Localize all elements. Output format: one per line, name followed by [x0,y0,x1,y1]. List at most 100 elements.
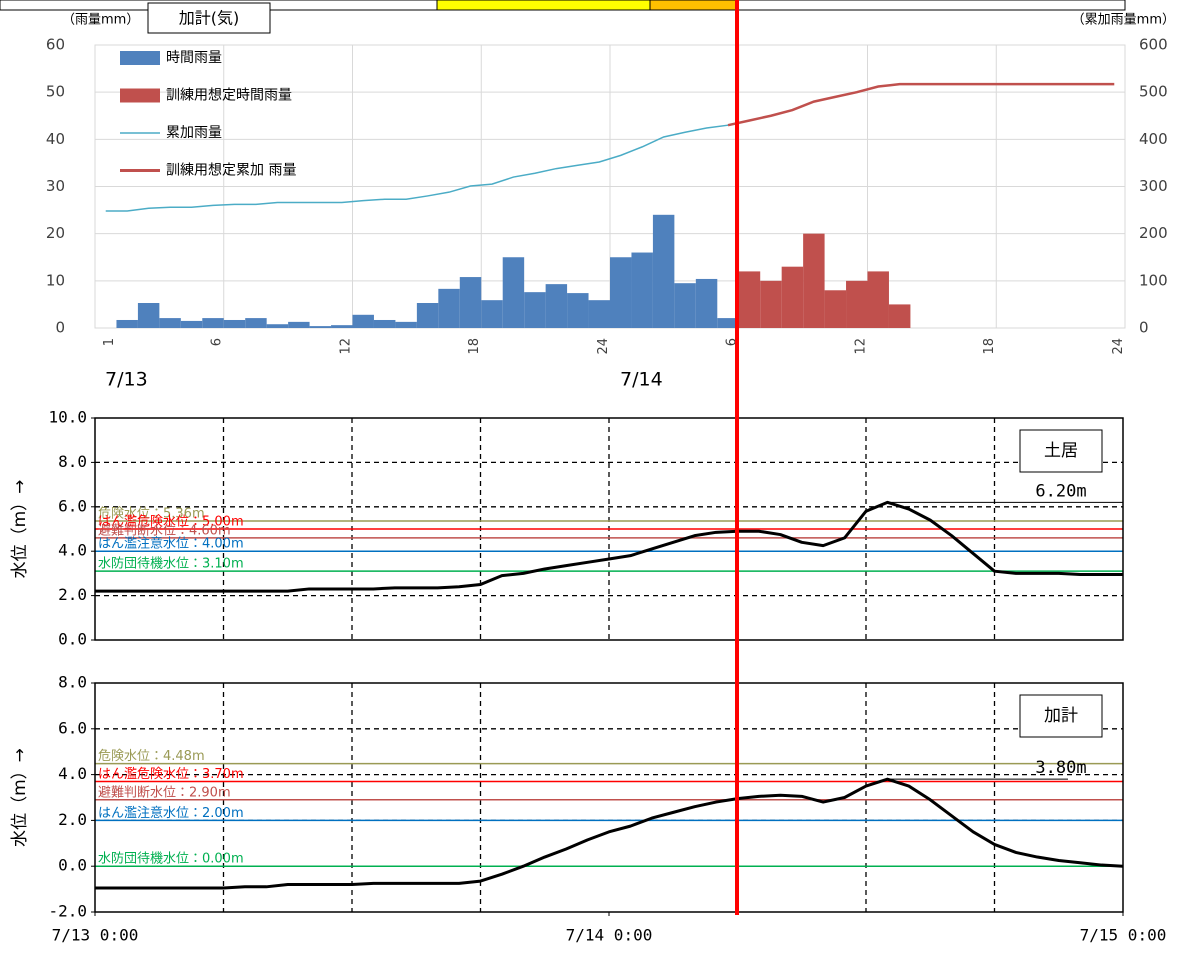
y-tick-label: 8.0 [58,673,87,692]
threshold-label: 危険水位：5.36m [98,507,205,522]
x-tick-label: 18 [467,338,482,355]
threshold-label: はん濫注意水位：4.00m [98,536,244,552]
legend-label: 訓練用想定累加 雨量 [166,163,296,179]
x-tick-label: 24 [1111,338,1126,355]
legend-label: 累加雨量 [166,125,222,141]
threshold-label: はん濫危険水位：3.70m [98,766,244,782]
bar [610,257,632,328]
y2-tick-label: 100 [1139,271,1168,289]
x-tick-label: 18 [982,338,997,355]
bar [137,303,160,328]
legend-label: 時間雨量 [166,50,222,66]
y-tick-label: 2.0 [58,810,87,829]
threshold-label: 避難判断水位：2.90m [98,785,231,800]
y-tick-label: 60 [46,36,65,54]
bar [781,266,804,328]
bar [524,292,546,328]
y2-tick-label: 500 [1139,83,1168,101]
threshold-label: 危険水位：4.48m [98,749,205,764]
y2-tick-label: 200 [1139,224,1168,242]
date-label: 7/13 [105,369,148,391]
y-axis-title: （雨量mm） [62,13,139,28]
bar [288,321,310,328]
legend-swatch [120,51,160,65]
bar [824,290,847,328]
y-tick-label: 10.0 [48,408,87,427]
bar [373,319,396,328]
title-box [147,2,271,34]
bar [180,320,203,328]
y-tick-label: 4.0 [58,541,87,560]
bar [416,303,439,328]
bar [395,321,417,328]
bar [867,271,889,328]
y-axis-title: 水位（m）→ [10,748,30,847]
bar [331,325,353,328]
y-tick-label: 30 [46,177,65,195]
y-tick-label: 10 [46,271,65,289]
bar [695,278,718,328]
x-tick-label: 7/15 0:00 [1080,926,1167,945]
x-tick-label: 7/14 0:00 [566,926,653,945]
threshold-label: はん濫危険水位：5.00m [98,514,244,530]
x-tick-label: 12 [338,338,353,355]
y-tick-label: 0.0 [58,856,87,875]
bar [588,300,610,328]
y-tick-label: 8.0 [58,452,87,471]
bar [159,318,181,328]
peak-label: 3.80m [1035,758,1086,778]
bar [481,300,503,328]
y2-tick-label: 600 [1139,36,1168,54]
bar [352,314,374,328]
x-tick-label: 6 [725,338,740,346]
threshold-label: 水防団待機水位：3.10m [98,556,244,572]
bar [245,318,267,328]
bar [846,280,868,328]
line [727,82,1115,127]
x-tick-label: 12 [853,338,868,355]
bar [202,318,224,328]
y2-axis-title: （累加雨量mm） [1072,13,1175,28]
bar [652,214,675,328]
bar [888,304,911,328]
x-tick-label: 1 [102,338,117,346]
y2-tick-label: 400 [1139,130,1168,148]
x-tick-label: 24 [596,338,611,355]
chart-title: 加計(気) [179,9,240,28]
legend-label: 訓練用想定時間雨量 [166,88,292,104]
bar [738,271,761,328]
bar [545,284,568,328]
strip-cell [649,0,739,11]
station-box [1019,694,1103,738]
water-level-line [95,500,1123,593]
x-tick-label: 6 [210,338,225,346]
y-tick-label: 4.0 [58,764,87,783]
plot-frame [94,682,1124,913]
y-tick-label: 0.0 [58,630,87,649]
y-tick-label: 20 [46,224,65,242]
y2-tick-label: 0 [1139,319,1149,337]
water-level-line [95,777,1124,890]
y-tick-label: 50 [46,83,65,101]
legend-swatch [120,88,160,103]
x-tick-label: 7/13 0:00 [52,926,139,945]
station-label: 加計 [1044,706,1078,726]
bar [567,293,589,328]
peak-label: 6.20m [1035,481,1086,501]
y-tick-label: 2.0 [58,585,87,604]
threshold-label: 水防団待機水位：0.00m [98,851,244,867]
y-axis-title: 水位（m）→ [10,480,30,579]
line [105,124,729,212]
strip-cell [436,0,651,11]
bar [803,233,825,328]
threshold-label: はん濫注意水位：2.00m [98,805,244,821]
bar [309,326,332,328]
y-tick-label: 0 [55,319,65,337]
date-label: 7/14 [620,369,663,391]
station-box [1019,429,1103,473]
bar [717,318,739,328]
bar [502,257,525,328]
plot-frame [94,417,1124,641]
